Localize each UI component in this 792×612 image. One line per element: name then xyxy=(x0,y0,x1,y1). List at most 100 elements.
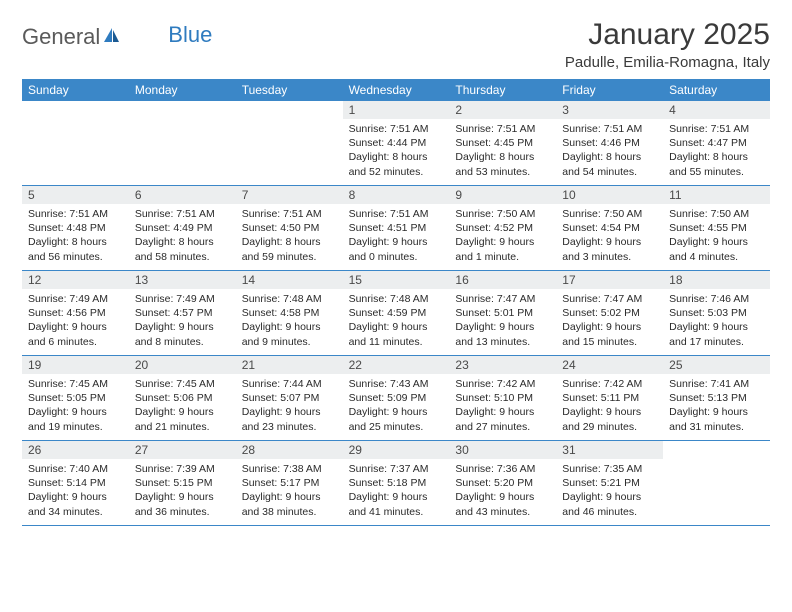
sunset-text: Sunset: 4:55 PM xyxy=(669,221,764,235)
daylight-text-2: and 41 minutes. xyxy=(349,505,444,519)
day-number: 23 xyxy=(449,356,556,374)
daylight-text-2: and 1 minute. xyxy=(455,250,550,264)
daylight-text-2: and 19 minutes. xyxy=(28,420,123,434)
sunrise-text: Sunrise: 7:42 AM xyxy=(455,377,550,391)
daylight-text-1: Daylight: 9 hours xyxy=(28,490,123,504)
day-cell: 15Sunrise: 7:48 AMSunset: 4:59 PMDayligh… xyxy=(343,271,450,355)
sunrise-text: Sunrise: 7:51 AM xyxy=(349,207,444,221)
week-row: 26Sunrise: 7:40 AMSunset: 5:14 PMDayligh… xyxy=(22,441,770,526)
location-text: Padulle, Emilia-Romagna, Italy xyxy=(565,54,770,71)
day-body: Sunrise: 7:50 AMSunset: 4:55 PMDaylight:… xyxy=(663,204,770,270)
day-number: 7 xyxy=(236,186,343,204)
daylight-text-1: Daylight: 8 hours xyxy=(349,150,444,164)
day-body: Sunrise: 7:51 AMSunset: 4:44 PMDaylight:… xyxy=(343,119,450,185)
daylight-text-2: and 54 minutes. xyxy=(562,165,657,179)
title-block: January 2025 Padulle, Emilia-Romagna, It… xyxy=(565,18,770,71)
daylight-text-2: and 3 minutes. xyxy=(562,250,657,264)
day-cell: 24Sunrise: 7:42 AMSunset: 5:11 PMDayligh… xyxy=(556,356,663,440)
sunrise-text: Sunrise: 7:45 AM xyxy=(28,377,123,391)
day-cell: 27Sunrise: 7:39 AMSunset: 5:15 PMDayligh… xyxy=(129,441,236,525)
daylight-text-2: and 15 minutes. xyxy=(562,335,657,349)
day-cell: 6Sunrise: 7:51 AMSunset: 4:49 PMDaylight… xyxy=(129,186,236,270)
brand-name-part1: General xyxy=(22,24,100,50)
sunrise-text: Sunrise: 7:51 AM xyxy=(669,122,764,136)
daylight-text-2: and 25 minutes. xyxy=(349,420,444,434)
sunset-text: Sunset: 4:47 PM xyxy=(669,136,764,150)
day-body: Sunrise: 7:49 AMSunset: 4:57 PMDaylight:… xyxy=(129,289,236,355)
day-cell: 21Sunrise: 7:44 AMSunset: 5:07 PMDayligh… xyxy=(236,356,343,440)
day-number: 22 xyxy=(343,356,450,374)
sunset-text: Sunset: 5:14 PM xyxy=(28,476,123,490)
sunset-text: Sunset: 4:48 PM xyxy=(28,221,123,235)
day-number: 18 xyxy=(663,271,770,289)
daylight-text-1: Daylight: 9 hours xyxy=(455,320,550,334)
day-body: Sunrise: 7:47 AMSunset: 5:01 PMDaylight:… xyxy=(449,289,556,355)
daylight-text-1: Daylight: 9 hours xyxy=(349,405,444,419)
day-number: 1 xyxy=(343,101,450,119)
day-number: 10 xyxy=(556,186,663,204)
day-body: Sunrise: 7:47 AMSunset: 5:02 PMDaylight:… xyxy=(556,289,663,355)
day-body: Sunrise: 7:36 AMSunset: 5:20 PMDaylight:… xyxy=(449,459,556,525)
sunset-text: Sunset: 4:59 PM xyxy=(349,306,444,320)
day-cell: 19Sunrise: 7:45 AMSunset: 5:05 PMDayligh… xyxy=(22,356,129,440)
day-cell: 1Sunrise: 7:51 AMSunset: 4:44 PMDaylight… xyxy=(343,101,450,185)
daylight-text-1: Daylight: 8 hours xyxy=(242,235,337,249)
sunrise-text: Sunrise: 7:51 AM xyxy=(135,207,230,221)
day-body: Sunrise: 7:37 AMSunset: 5:18 PMDaylight:… xyxy=(343,459,450,525)
day-cell: 31Sunrise: 7:35 AMSunset: 5:21 PMDayligh… xyxy=(556,441,663,525)
day-number: 2 xyxy=(449,101,556,119)
week-row: 5Sunrise: 7:51 AMSunset: 4:48 PMDaylight… xyxy=(22,186,770,271)
sunset-text: Sunset: 4:52 PM xyxy=(455,221,550,235)
day-body: Sunrise: 7:35 AMSunset: 5:21 PMDaylight:… xyxy=(556,459,663,525)
day-body: Sunrise: 7:43 AMSunset: 5:09 PMDaylight:… xyxy=(343,374,450,440)
day-number: 9 xyxy=(449,186,556,204)
sunrise-text: Sunrise: 7:48 AM xyxy=(242,292,337,306)
weeks-container: 1Sunrise: 7:51 AMSunset: 4:44 PMDaylight… xyxy=(22,101,770,526)
sunrise-text: Sunrise: 7:37 AM xyxy=(349,462,444,476)
sunset-text: Sunset: 4:57 PM xyxy=(135,306,230,320)
sunrise-text: Sunrise: 7:51 AM xyxy=(562,122,657,136)
month-title: January 2025 xyxy=(565,18,770,52)
day-number: 21 xyxy=(236,356,343,374)
day-body: Sunrise: 7:41 AMSunset: 5:13 PMDaylight:… xyxy=(663,374,770,440)
day-number: 28 xyxy=(236,441,343,459)
day-body: Sunrise: 7:51 AMSunset: 4:50 PMDaylight:… xyxy=(236,204,343,270)
day-cell: 20Sunrise: 7:45 AMSunset: 5:06 PMDayligh… xyxy=(129,356,236,440)
day-cell: 14Sunrise: 7:48 AMSunset: 4:58 PMDayligh… xyxy=(236,271,343,355)
empty-cell xyxy=(129,101,236,185)
sunset-text: Sunset: 5:17 PM xyxy=(242,476,337,490)
day-number: 4 xyxy=(663,101,770,119)
day-cell: 22Sunrise: 7:43 AMSunset: 5:09 PMDayligh… xyxy=(343,356,450,440)
day-body: Sunrise: 7:51 AMSunset: 4:45 PMDaylight:… xyxy=(449,119,556,185)
sunrise-text: Sunrise: 7:50 AM xyxy=(562,207,657,221)
weekday-label: Thursday xyxy=(449,79,556,101)
brand-name-part2: Blue xyxy=(168,22,212,48)
daylight-text-2: and 43 minutes. xyxy=(455,505,550,519)
day-cell: 28Sunrise: 7:38 AMSunset: 5:17 PMDayligh… xyxy=(236,441,343,525)
day-body: Sunrise: 7:51 AMSunset: 4:46 PMDaylight:… xyxy=(556,119,663,185)
daylight-text-1: Daylight: 9 hours xyxy=(669,405,764,419)
daylight-text-2: and 56 minutes. xyxy=(28,250,123,264)
sunrise-text: Sunrise: 7:43 AM xyxy=(349,377,444,391)
day-body: Sunrise: 7:44 AMSunset: 5:07 PMDaylight:… xyxy=(236,374,343,440)
daylight-text-2: and 52 minutes. xyxy=(349,165,444,179)
daylight-text-1: Daylight: 8 hours xyxy=(455,150,550,164)
day-body: Sunrise: 7:42 AMSunset: 5:10 PMDaylight:… xyxy=(449,374,556,440)
sunset-text: Sunset: 4:51 PM xyxy=(349,221,444,235)
day-cell: 29Sunrise: 7:37 AMSunset: 5:18 PMDayligh… xyxy=(343,441,450,525)
day-number: 12 xyxy=(22,271,129,289)
day-number: 6 xyxy=(129,186,236,204)
day-number: 24 xyxy=(556,356,663,374)
day-number: 26 xyxy=(22,441,129,459)
calendar: SundayMondayTuesdayWednesdayThursdayFrid… xyxy=(22,79,770,526)
sunset-text: Sunset: 4:54 PM xyxy=(562,221,657,235)
sunrise-text: Sunrise: 7:47 AM xyxy=(562,292,657,306)
day-body: Sunrise: 7:51 AMSunset: 4:51 PMDaylight:… xyxy=(343,204,450,270)
daylight-text-2: and 36 minutes. xyxy=(135,505,230,519)
daylight-text-2: and 8 minutes. xyxy=(135,335,230,349)
daylight-text-2: and 55 minutes. xyxy=(669,165,764,179)
daylight-text-2: and 27 minutes. xyxy=(455,420,550,434)
sunrise-text: Sunrise: 7:46 AM xyxy=(669,292,764,306)
daylight-text-1: Daylight: 9 hours xyxy=(669,235,764,249)
daylight-text-1: Daylight: 9 hours xyxy=(455,490,550,504)
